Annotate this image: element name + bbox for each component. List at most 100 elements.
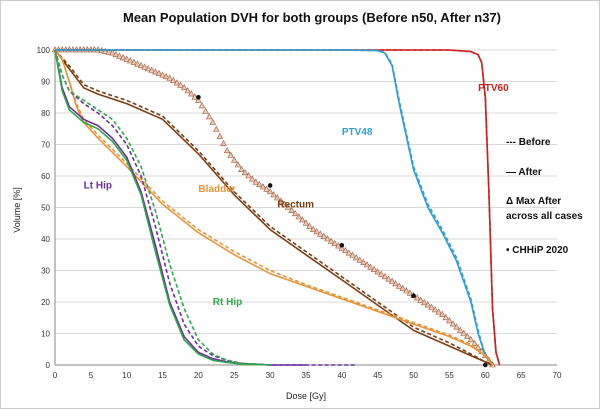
- x-tick-label: 55: [445, 371, 454, 380]
- max-after-marker: [467, 335, 475, 343]
- series-layer: [51, 46, 501, 368]
- y-tick-label: 50: [41, 204, 50, 213]
- series-line-rt-hip-before: [54, 49, 271, 366]
- series-label-ptv60: PTV60: [478, 83, 509, 94]
- y-tick-label: 100: [37, 46, 51, 55]
- max-after-marker: [299, 216, 306, 223]
- max-after-marker: [446, 317, 453, 324]
- x-tick-label: 5: [89, 371, 94, 380]
- series-label-lt-hip: Lt Hip: [84, 181, 112, 192]
- max-after-marker: [105, 48, 113, 55]
- max-after-marker: [374, 268, 382, 275]
- series-line-rt-hip-after: [54, 49, 271, 366]
- x-tick-label: 50: [409, 371, 418, 380]
- legend-max-after: Δ Max After: [506, 196, 561, 207]
- max-after-marker: [288, 206, 296, 213]
- chhip-2020-point: [339, 243, 345, 248]
- max-after-marker: [238, 165, 245, 172]
- max-after-marker: [227, 151, 235, 158]
- max-after-marker: [363, 261, 371, 268]
- max-after-marker: [162, 72, 170, 80]
- max-after-marker: [345, 249, 353, 256]
- max-after-marker: [460, 329, 468, 336]
- x-tick-label: 30: [266, 371, 275, 380]
- max-after-marker: [435, 308, 443, 315]
- max-after-marker: [180, 83, 188, 91]
- legend-chhip: • CHHiP 2020: [506, 245, 569, 256]
- max-after-marker: [266, 187, 274, 195]
- max-after-marker: [306, 222, 313, 229]
- max-after-marker: [191, 93, 199, 100]
- max-after-marker: [173, 79, 181, 86]
- x-tick-label: 65: [517, 371, 526, 380]
- max-after-marker: [220, 139, 227, 146]
- x-tick-label: 20: [194, 371, 203, 380]
- max-after-marker: [184, 87, 192, 94]
- max-after-marker: [442, 313, 450, 321]
- series-label-ptv48: PTV48: [342, 127, 373, 138]
- y-tick-label: 90: [41, 78, 50, 87]
- max-after-marker: [370, 265, 378, 273]
- max-after-marker: [130, 58, 138, 65]
- max-after-marker: [152, 68, 159, 75]
- x-tick-label: 70: [553, 371, 562, 380]
- series-labels: PTV60 PTV48 Rectum Bladder Lt Hip Rt Hip: [84, 83, 509, 308]
- series-label-rt-hip: Rt Hip: [213, 297, 242, 308]
- chhip-2020-point: [482, 362, 488, 368]
- max-after-marker: [316, 230, 324, 237]
- x-tick-label: 25: [230, 371, 239, 380]
- max-after-marker: [248, 175, 256, 182]
- y-tick-label: 80: [41, 109, 50, 118]
- max-after-marker: [406, 289, 414, 296]
- max-after-marker: [471, 339, 478, 347]
- y-tick-label: 20: [41, 298, 50, 307]
- max-after-marker: [209, 118, 217, 125]
- max-after-marker: [245, 172, 252, 179]
- legend-max-after-line2: across all cases: [506, 211, 583, 222]
- x-tick-label: 40: [337, 371, 346, 380]
- max-after-marker: [420, 298, 428, 306]
- max-after-marker: [230, 156, 238, 163]
- max-after-marker: [431, 306, 439, 313]
- x-tick-label: 35: [302, 371, 311, 380]
- max-after-marker: [367, 263, 374, 270]
- max-after-marker: [241, 169, 249, 176]
- max-after-marker: [291, 209, 299, 217]
- max-after-marker: [277, 197, 285, 204]
- max-after-marker: [338, 244, 346, 251]
- chart-title: Mean Population DVH for both groups (Bef…: [123, 10, 501, 25]
- y-tick-label: 10: [41, 330, 50, 339]
- max-after-marker: [216, 132, 224, 139]
- max-after-marker: [123, 55, 131, 62]
- max-after-marker: [417, 296, 425, 303]
- max-after-marker: [428, 303, 435, 310]
- max-after-marker: [134, 60, 141, 67]
- max-after-marker: [449, 320, 457, 327]
- series-line-lt-hip-before: [54, 49, 357, 366]
- series-label-rectum: Rectum: [277, 200, 314, 211]
- max-after-marker: [295, 213, 303, 220]
- chhip-2020-point: [196, 94, 201, 100]
- max-after-marker: [331, 239, 339, 246]
- max-after-marker: [169, 76, 177, 83]
- max-after-marker: [252, 178, 260, 185]
- max-after-marker: [281, 200, 288, 207]
- x-tick-label: 60: [481, 371, 490, 380]
- max-after-marker: [302, 219, 310, 226]
- max-after-marker: [159, 71, 166, 78]
- chhip-2020-point: [267, 183, 273, 188]
- max-after-marker: [109, 49, 116, 56]
- legend-before: --- Before: [506, 137, 551, 148]
- max-after-marker: [195, 96, 202, 103]
- legend-after: — After: [506, 167, 542, 178]
- max-after-marker: [320, 232, 328, 239]
- max-after-marker: [273, 194, 281, 201]
- max-after-marker: [456, 326, 464, 333]
- max-after-marker: [356, 256, 364, 263]
- y-tick-label: 40: [41, 235, 50, 244]
- max-after-marker: [223, 146, 231, 154]
- max-after-marker: [213, 125, 220, 132]
- max-after-marker: [385, 275, 392, 282]
